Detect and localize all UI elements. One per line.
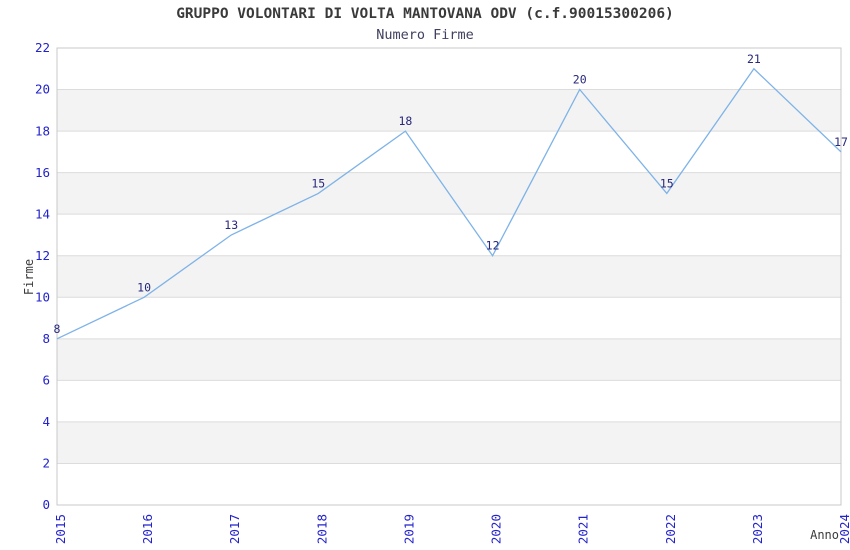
data-label: 15 [311, 176, 325, 190]
data-label: 13 [224, 218, 238, 232]
data-label: 12 [486, 239, 500, 253]
x-tick-label: 2023 [750, 514, 765, 544]
y-tick-label: 18 [35, 123, 50, 138]
chart-title: GRUPPO VOLONTARI DI VOLTA MANTOVANA ODV … [176, 6, 674, 22]
y-tick-label: 14 [35, 206, 50, 221]
x-tick-label: 2017 [227, 514, 242, 544]
y-tick-label: 6 [42, 373, 50, 388]
y-tick-label: 4 [42, 414, 50, 429]
data-label: 18 [398, 114, 412, 128]
y-tick-label: 12 [35, 248, 50, 263]
data-label: 15 [660, 176, 674, 190]
data-label: 10 [137, 280, 151, 294]
x-tick-label: 2022 [663, 514, 678, 544]
chart-subtitle: Numero Firme [376, 27, 474, 43]
y-tick-label: 0 [42, 497, 50, 512]
x-tick-label: 2016 [140, 514, 155, 544]
y-tick-label: 22 [35, 40, 50, 55]
x-tick-label: 2021 [576, 514, 591, 544]
data-label: 20 [573, 73, 587, 87]
data-label: 8 [54, 322, 61, 336]
x-tick-label: 2018 [314, 514, 329, 544]
plot-border [56, 47, 842, 506]
y-tick-label: 16 [35, 165, 50, 180]
y-tick-label: 10 [35, 290, 50, 305]
grid-band [57, 255, 841, 298]
grid-band [57, 89, 841, 132]
x-tick-label: 2019 [401, 514, 416, 544]
x-axis-title: Anno [810, 528, 839, 542]
data-label: 17 [834, 135, 848, 149]
x-tick-label: 2015 [53, 514, 68, 544]
y-tick-label: 8 [42, 331, 50, 346]
x-tick-label: 2020 [489, 514, 504, 544]
series-line [56, 67, 842, 340]
data-label: 21 [747, 52, 761, 66]
y-tick-label: 20 [35, 82, 50, 97]
y-tick-label: 2 [42, 456, 50, 471]
grid-band [57, 421, 841, 464]
grid-band [57, 338, 841, 381]
x-tick-label: 2024 [837, 514, 850, 544]
